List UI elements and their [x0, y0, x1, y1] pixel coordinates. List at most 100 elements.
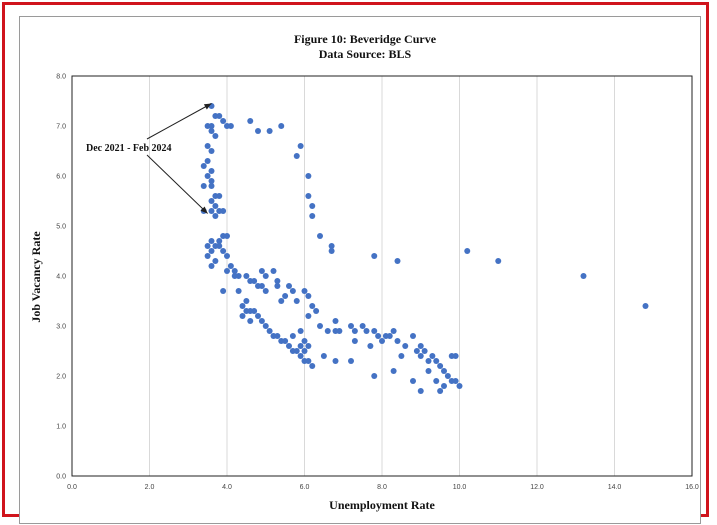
x-axis-ticks: 0.0 2.0 4.0 6.0 8.0 10.0 12.0 14.0 16.0 — [67, 484, 699, 491]
data-point — [309, 213, 316, 219]
chart-subtitle: Data Source: BLS — [319, 47, 412, 61]
data-point — [239, 303, 246, 309]
data-point — [258, 268, 265, 274]
data-point — [212, 258, 219, 264]
x-tick-label: 0.0 — [67, 484, 77, 491]
y-tick-label: 3.0 — [56, 324, 66, 331]
data-point — [208, 183, 215, 189]
data-point — [262, 323, 269, 329]
beveridge-curve-chart: Figure 10: Beveridge Curve Data Source: … — [29, 32, 699, 512]
data-point — [390, 328, 397, 334]
chart-title: Figure 10: Beveridge Curve — [294, 32, 437, 46]
data-point — [375, 333, 382, 339]
data-point — [239, 313, 246, 319]
data-point — [386, 333, 393, 339]
data-point — [332, 358, 339, 364]
data-point — [224, 268, 230, 274]
data-point — [452, 353, 459, 359]
data-point — [255, 313, 261, 319]
data-point — [208, 238, 215, 244]
data-point — [208, 148, 215, 154]
data-point — [580, 273, 587, 279]
data-point — [379, 338, 385, 344]
data-point — [421, 348, 428, 354]
data-point — [251, 278, 258, 284]
x-tick-label: 14.0 — [608, 484, 622, 491]
data-point — [332, 318, 339, 324]
x-tick-label: 16.0 — [685, 484, 699, 491]
data-point — [348, 358, 354, 364]
data-point — [398, 353, 405, 359]
data-point — [216, 193, 223, 199]
x-tick-label: 8.0 — [377, 484, 387, 491]
data-point — [286, 343, 292, 349]
x-tick-label: 10.0 — [453, 484, 467, 491]
data-point — [216, 243, 223, 249]
data-point — [212, 203, 219, 209]
annotation-arrowhead — [200, 206, 208, 214]
plot-area — [71, 75, 693, 477]
data-point — [456, 383, 463, 389]
data-point — [235, 288, 242, 294]
data-point — [204, 143, 211, 149]
data-point — [208, 168, 215, 174]
data-point — [208, 198, 215, 204]
data-point — [224, 233, 230, 239]
data-point — [495, 258, 502, 264]
data-point — [274, 278, 281, 284]
data-point — [266, 328, 273, 334]
data-point — [216, 238, 223, 244]
data-point — [212, 133, 219, 139]
data-point — [251, 308, 258, 314]
y-tick-label: 4.0 — [56, 274, 66, 281]
data-point — [262, 273, 269, 279]
data-point — [433, 358, 440, 364]
data-point — [293, 348, 300, 354]
data-point — [642, 303, 649, 309]
annotation-arrow — [146, 154, 208, 214]
data-point — [301, 288, 308, 294]
data-point — [220, 118, 227, 124]
data-point — [200, 163, 207, 169]
data-point — [328, 248, 335, 254]
data-point — [282, 293, 289, 299]
data-point — [208, 248, 215, 254]
annotation-group: Dec 2021 - Feb 2024 — [86, 103, 212, 214]
data-point — [390, 368, 397, 374]
data-point — [204, 243, 211, 249]
data-point — [297, 328, 304, 334]
data-point — [204, 253, 211, 259]
data-point — [317, 323, 323, 329]
grid-lines — [149, 76, 615, 476]
y-tick-label: 6.0 — [56, 174, 66, 181]
data-point — [305, 358, 312, 364]
y-axis-title: Job Vacancy Rate — [29, 231, 43, 323]
data-point — [359, 323, 366, 329]
data-point — [220, 208, 227, 214]
data-point — [274, 283, 281, 289]
annotation-arrowhead — [203, 103, 212, 110]
x-tick-label: 12.0 — [530, 484, 544, 491]
data-point — [444, 373, 451, 379]
data-point — [351, 338, 358, 344]
data-point — [282, 338, 289, 344]
data-point — [425, 368, 432, 374]
data-point — [208, 263, 215, 269]
data-point — [309, 203, 316, 209]
data-point — [247, 118, 254, 124]
data-point — [297, 353, 304, 359]
data-point — [227, 123, 234, 129]
data-point — [297, 143, 304, 149]
data-point — [297, 343, 304, 349]
data-point — [289, 333, 296, 339]
data-point — [371, 253, 378, 259]
data-point — [413, 348, 420, 354]
data-point — [270, 268, 277, 274]
data-point — [243, 298, 250, 304]
y-tick-label: 5.0 — [56, 224, 66, 231]
data-points — [200, 103, 649, 394]
data-point — [200, 183, 207, 189]
data-point — [231, 268, 238, 274]
data-point — [220, 248, 227, 254]
data-point — [247, 318, 254, 324]
